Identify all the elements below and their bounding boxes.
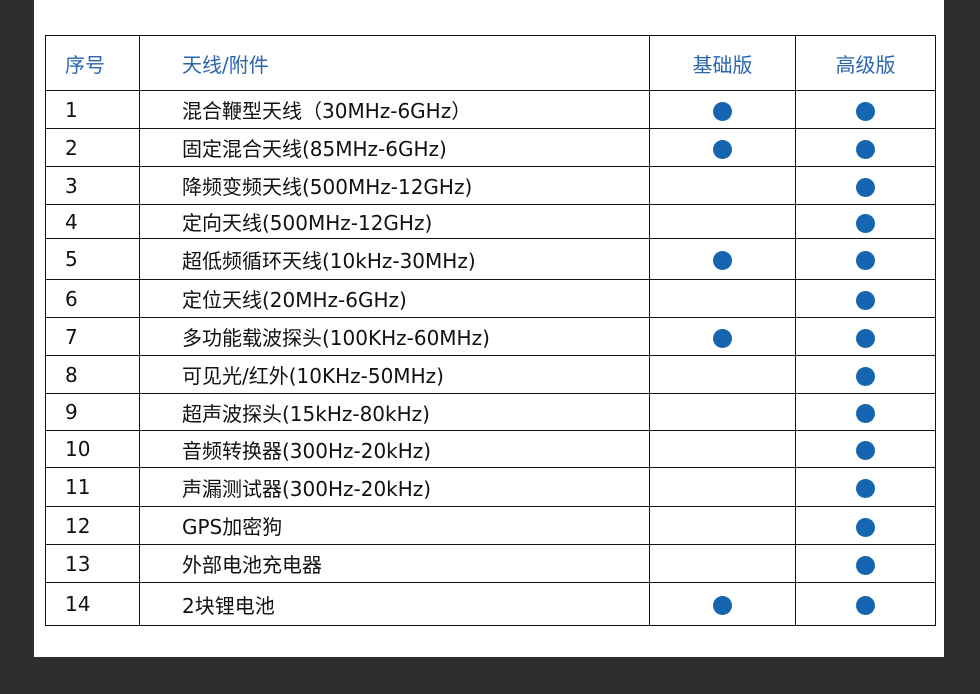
header-basic: 基础版 xyxy=(649,35,796,91)
cell-basic xyxy=(649,506,796,545)
cell-basic xyxy=(649,238,796,280)
row-name: 多功能载波探头(100KHz-60MHz) xyxy=(139,317,650,356)
table-row: 7 多功能载波探头(100KHz-60MHz) xyxy=(45,317,936,356)
row-name: 混合鞭型天线（30MHz-6GHz） xyxy=(139,90,650,129)
cell-advanced xyxy=(795,279,936,318)
table-row: 12 GPS加密狗 xyxy=(45,506,936,545)
row-index: 11 xyxy=(45,467,140,507)
row-name: GPS加密狗 xyxy=(139,506,650,545)
included-dot-icon xyxy=(713,101,732,121)
cell-advanced xyxy=(795,204,936,239)
row-index: 10 xyxy=(45,430,140,468)
header-index: 序号 xyxy=(45,35,140,91)
table-row: 1 混合鞭型天线（30MHz-6GHz） xyxy=(45,90,936,129)
table-header-row: 序号 天线/附件 基础版 高级版 xyxy=(45,35,936,91)
feature-table: 序号 天线/附件 基础版 高级版 1 混合鞭型天线（30MHz-6GHz） 2 固定混… xyxy=(45,35,936,626)
row-index: 4 xyxy=(45,204,140,239)
cell-basic xyxy=(649,128,796,167)
row-name: 超低频循环天线(10kHz-30MHz) xyxy=(139,238,650,280)
cell-basic xyxy=(649,467,796,507)
table-row: 10 音频转换器(300Hz-20kHz) xyxy=(45,430,936,468)
row-name: 外部电池充电器 xyxy=(139,544,650,583)
cell-advanced xyxy=(795,430,936,468)
row-name: 可见光/红外(10KHz-50MHz) xyxy=(139,355,650,394)
row-index: 5 xyxy=(45,238,140,280)
table-row: 4 定向天线(500MHz-12GHz) xyxy=(45,204,936,239)
included-dot-icon xyxy=(856,177,875,197)
row-index: 8 xyxy=(45,355,140,394)
row-index: 7 xyxy=(45,317,140,356)
row-index: 2 xyxy=(45,128,140,167)
cell-basic xyxy=(649,355,796,394)
row-name: 定向天线(500MHz-12GHz) xyxy=(139,204,650,239)
cell-advanced xyxy=(795,582,936,626)
table-row: 2 固定混合天线(85MHz-6GHz) xyxy=(45,128,936,167)
header-advanced: 高级版 xyxy=(795,35,936,91)
row-name: 定位天线(20MHz-6GHz) xyxy=(139,279,650,318)
row-name: 声漏测试器(300Hz-20kHz) xyxy=(139,467,650,507)
row-index: 1 xyxy=(45,90,140,129)
cell-basic xyxy=(649,204,796,239)
table-row: 5 超低频循环天线(10kHz-30MHz) xyxy=(45,238,936,280)
table-row: 11 声漏测试器(300Hz-20kHz) xyxy=(45,467,936,507)
cell-basic xyxy=(649,430,796,468)
document-page: 序号 天线/附件 基础版 高级版 1 混合鞭型天线（30MHz-6GHz） 2 固定混… xyxy=(34,0,944,657)
cell-advanced xyxy=(795,166,936,205)
table-row: 6 定位天线(20MHz-6GHz) xyxy=(45,279,936,318)
row-index: 3 xyxy=(45,166,140,205)
cell-basic xyxy=(649,544,796,583)
row-name: 降频变频天线(500MHz-12GHz) xyxy=(139,166,650,205)
cell-basic xyxy=(649,393,796,431)
cell-advanced xyxy=(795,506,936,545)
cell-basic xyxy=(649,317,796,356)
cell-advanced xyxy=(795,317,936,356)
included-dot-icon xyxy=(856,555,875,575)
included-dot-icon xyxy=(856,404,875,423)
row-name: 固定混合天线(85MHz-6GHz) xyxy=(139,128,650,167)
included-dot-icon xyxy=(856,328,875,348)
included-dot-icon xyxy=(856,139,875,159)
row-index: 9 xyxy=(45,393,140,431)
row-name: 2块锂电池 xyxy=(139,582,650,626)
row-index: 12 xyxy=(45,506,140,545)
table-row: 14 2块锂电池 xyxy=(45,582,936,626)
row-index: 13 xyxy=(45,544,140,583)
cell-basic xyxy=(649,166,796,205)
included-dot-icon xyxy=(856,251,875,270)
table-row: 8 可见光/红外(10KHz-50MHz) xyxy=(45,355,936,394)
included-dot-icon xyxy=(713,596,732,615)
cell-advanced xyxy=(795,90,936,129)
included-dot-icon xyxy=(856,596,875,615)
header-antenna: 天线/附件 xyxy=(139,35,650,91)
included-dot-icon xyxy=(856,441,875,460)
cell-advanced xyxy=(795,467,936,507)
included-dot-icon xyxy=(856,366,875,386)
cell-basic xyxy=(649,90,796,129)
row-name: 音频转换器(300Hz-20kHz) xyxy=(139,430,650,468)
row-index: 14 xyxy=(45,582,140,626)
included-dot-icon xyxy=(713,251,732,270)
table-row: 3 降频变频天线(500MHz-12GHz) xyxy=(45,166,936,205)
table-row: 9 超声波探头(15kHz-80kHz) xyxy=(45,393,936,431)
cell-basic xyxy=(649,279,796,318)
cell-advanced xyxy=(795,355,936,394)
cell-advanced xyxy=(795,544,936,583)
cell-advanced xyxy=(795,238,936,280)
included-dot-icon xyxy=(856,213,875,233)
included-dot-icon xyxy=(856,517,875,537)
cell-basic xyxy=(649,582,796,626)
included-dot-icon xyxy=(856,101,875,121)
included-dot-icon xyxy=(713,139,732,159)
table-row: 13 外部电池充电器 xyxy=(45,544,936,583)
included-dot-icon xyxy=(856,290,875,310)
included-dot-icon xyxy=(856,479,875,498)
cell-advanced xyxy=(795,393,936,431)
cell-advanced xyxy=(795,128,936,167)
row-index: 6 xyxy=(45,279,140,318)
included-dot-icon xyxy=(713,328,732,348)
row-name: 超声波探头(15kHz-80kHz) xyxy=(139,393,650,431)
